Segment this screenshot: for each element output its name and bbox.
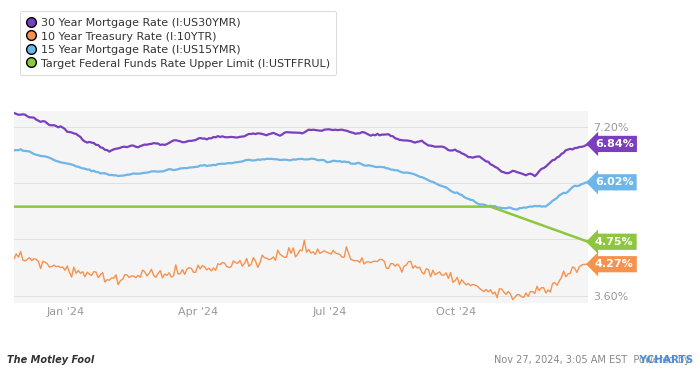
Text: 6.84%: 6.84% <box>595 139 634 149</box>
Text: 4.27%: 4.27% <box>595 259 634 269</box>
Text: The Motley Fool: The Motley Fool <box>7 355 94 365</box>
Legend: 30 Year Mortgage Rate (I:US30YMR), 10 Year Treasury Rate (I:10YTR), 15 Year Mort: 30 Year Mortgage Rate (I:US30YMR), 10 Ye… <box>20 11 337 76</box>
Text: Nov 27, 2024, 3:05 AM EST  Powered by: Nov 27, 2024, 3:05 AM EST Powered by <box>494 355 693 365</box>
Text: 6.02%: 6.02% <box>595 177 634 187</box>
Text: YCHARTS: YCHARTS <box>451 355 693 365</box>
Text: 4.75%: 4.75% <box>595 237 634 247</box>
